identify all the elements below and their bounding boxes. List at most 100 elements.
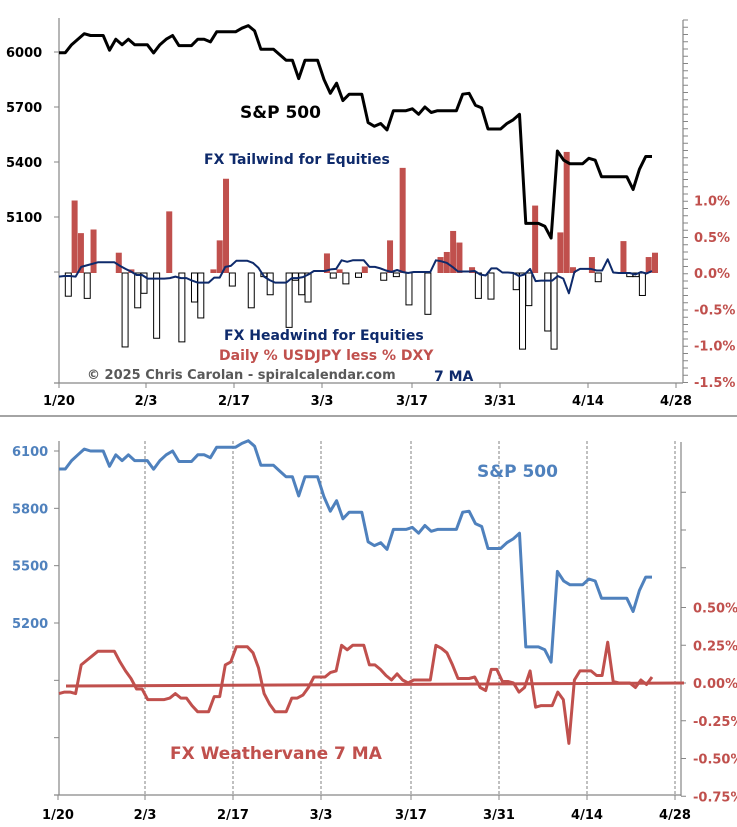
tailwind-bar [216,240,223,273]
headwind-bar [197,272,205,319]
sp500-line-top [59,24,652,240]
headwind-bar [525,272,533,307]
x-tick-label: 3/31 [484,394,516,409]
x-tick-label: 4/28 [660,394,692,409]
tailwind-bar [399,167,406,273]
right-tick-label: -0.50% [693,753,737,768]
bottom-right-ticks: 0.50% 0.25% 0.00% -0.25% -0.50% -0.75% [681,491,737,805]
headwind-bar [392,272,400,278]
x-tick-label: 3/31 [483,808,515,823]
tailwind-bar [450,230,457,273]
fx-weathervane-line [58,640,654,745]
sp500-line-bottom [59,439,652,664]
headwind-bar [285,272,293,328]
right-tick-label: -0.25% [693,715,737,730]
right-tick-label: -0.5% [694,303,735,318]
headwind-bar [64,272,72,297]
headwind-bar [178,272,186,343]
right-tick-label: -0.75% [693,790,737,805]
headwind-bar [342,272,350,285]
tailwind-bar [557,232,564,273]
top-chart: 6000 5700 5400 5100 1.0% 0.5% 0.0% -0.5% -1.0% -… [6,18,735,409]
sp500-label-bottom: S&P 500 [477,462,558,482]
headwind-bar [544,272,552,332]
left-tick-label: 6100 [12,445,48,460]
sp500-label-top: S&P 500 [240,103,321,123]
tailwind-bar [361,266,368,273]
bottom-left-ticks: 6100 5800 5500 5200 [12,445,59,739]
headwind-bar [380,272,388,281]
tailwind-bar [115,252,122,273]
right-tick-label: 0.50% [693,602,737,617]
fx-7ma-line [58,258,653,295]
tailwind-label: FX Tailwind for Equities [204,152,390,168]
headwind-bar [291,272,299,281]
right-tick-label: 1.0% [694,195,730,210]
x-tick-label: 2/17 [217,808,249,823]
x-tick-label: 3/3 [310,808,333,823]
right-tick-label: 0.5% [694,231,730,246]
x-tick-label: 4/14 [571,808,603,823]
headwind-bar [228,272,236,287]
tailwind-bar [90,229,97,273]
headwind-bar [121,272,129,348]
tailwind-bar [223,178,230,273]
headwind-bar [304,272,312,303]
x-tick-label: 3/3 [311,394,334,409]
tailwind-bar [588,257,595,273]
tailwind-bar [645,257,652,273]
tailwind-bar [620,241,627,273]
tailwind-bar [387,240,394,273]
fx-weathervane-label: FX Weathervane 7 MA [170,744,383,764]
headwind-bar [405,272,413,306]
headwind-bar [83,272,91,299]
headwind-bar [140,272,148,294]
headwind-label: FX Headwind for Equities [224,328,424,344]
headwind-bar [519,272,527,350]
x-tick-label: 1/20 [43,394,75,409]
top-x-ticks: 1/20 2/3 2/17 3/3 3/17 3/31 4/14 4/28 [43,383,692,409]
ma-label: 7 MA [434,369,474,385]
headwind-bar [487,272,495,300]
left-tick-label: 6000 [6,46,42,61]
x-tick-label: 1/20 [42,808,74,823]
right-tick-label: 0.0% [694,267,730,282]
bottom-chart: 6100 5800 5500 5200 0.50% 0.25% 0.00% -0.25% -0… [12,439,737,823]
bottom-vertical-gridlines [144,441,676,795]
tailwind-bar [652,252,658,273]
right-tick-label: -1.0% [694,340,735,355]
tailwind-bar [336,269,343,273]
x-tick-label: 2/3 [135,394,158,409]
tailwind-bar [166,211,173,273]
tailwind-bar [456,242,463,273]
tailwind-bar [71,200,78,273]
top-right-minor-ticks [683,19,688,383]
tailwind-bar [210,269,217,273]
bottom-x-ticks: 1/20 2/3 2/17 3/3 3/17 3/31 4/14 4/28 [42,795,691,823]
headwind-bar [190,272,198,303]
x-tick-label: 2/3 [134,808,157,823]
left-tick-label: 5200 [12,617,48,632]
left-tick-label: 5100 [6,211,42,226]
tailwind-bar [569,267,576,273]
headwind-bar [355,272,362,278]
tailwind-bar [469,267,476,273]
x-tick-label: 3/17 [396,394,428,409]
daily-label: Daily % USDJPY less % DXY [219,348,434,364]
top-right-ticks: 1.0% 0.5% 0.0% -0.5% -1.0% -1.5% [694,195,735,391]
fx-zero-trend-line [65,681,685,688]
right-tick-label: 0.00% [693,677,737,692]
x-tick-label: 2/17 [218,394,250,409]
tailwind-bar [532,205,539,273]
left-tick-label: 5400 [6,156,42,171]
headwind-bar [474,272,482,299]
left-tick-label: 5500 [12,560,48,575]
fx-daily-bars [64,151,658,350]
left-tick-label: 5800 [12,502,48,517]
headwind-bar [594,272,602,283]
headwind-bar [424,272,432,315]
copyright-text: © 2025 Chris Carolan - spiralcalendar.co… [87,368,396,383]
headwind-bar [329,272,337,279]
headwind-bar [266,272,274,296]
